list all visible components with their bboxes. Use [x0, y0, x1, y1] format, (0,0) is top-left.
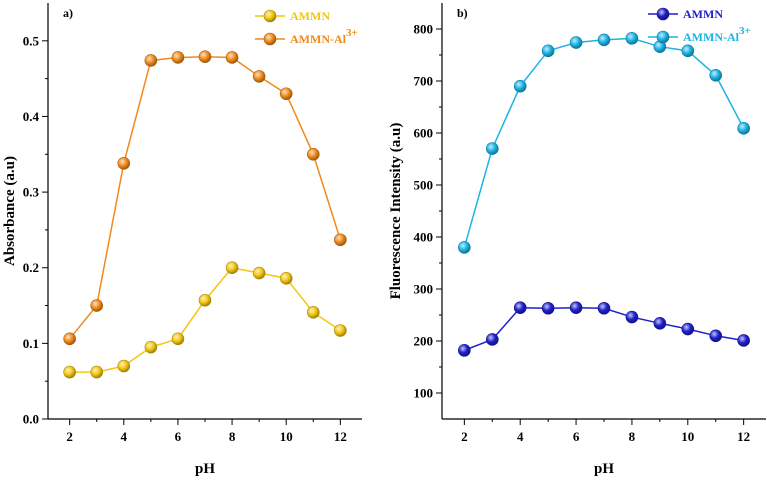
panel-a-legend-entry: AMMN-Al3+: [255, 27, 358, 46]
panel-b-series-ammn-point: [513, 301, 527, 315]
panel-b-x-tick-label: 2: [461, 429, 468, 444]
panel-b-x-tick-label: 6: [573, 429, 580, 444]
panel-b-series-ammn-point: [653, 317, 667, 330]
panel-a-series-ammn-point: [334, 324, 347, 337]
panel-b-x-tick-label: 12: [737, 429, 750, 444]
panel-b-series-ammn-al3-point: [709, 68, 723, 82]
panel-a-x-tick-label: 4: [121, 429, 128, 444]
panel-a-y-tick-label: 0.2: [23, 260, 39, 275]
panel-b-y-tick-label: 800: [414, 22, 434, 37]
panel-a-series-ammn-line: [69, 266, 341, 373]
panel-b-y-tick-label: 600: [414, 126, 434, 141]
panel-b-series-ammn-al3-line: [463, 37, 745, 248]
panel-a-series-ammn-al3-point: [144, 54, 158, 67]
panel-b-series-ammn-point: [597, 301, 611, 315]
panel-b-series-ammn-al3-point: [541, 44, 555, 58]
panel-b-x-tick-label: 4: [517, 429, 524, 444]
panel-a-series-ammn-point: [252, 266, 266, 280]
panel-b-legend-entry: AMMN: [648, 7, 723, 21]
panel-a-x-tick-label: 6: [175, 429, 182, 444]
panel-a-label: a): [63, 6, 73, 20]
panel-b-series-ammn-al3-point: [458, 241, 471, 254]
panel-b-series-ammn-point: [681, 322, 695, 336]
panel-b-series-ammn-point: [709, 329, 723, 343]
panel-b-legend-marker: [656, 30, 670, 44]
panel-b-y-tick-label: 500: [414, 178, 434, 193]
panel-b-y-tick-label: 100: [414, 386, 434, 401]
panel-a-legend-label: AMMN: [290, 9, 330, 23]
panel-a-series-ammn-al3-point: [90, 299, 104, 312]
panel-b-legend-label-superscript: 3+: [739, 25, 751, 37]
panel-b-legend-label: AMMN: [683, 7, 723, 21]
panel-a-series-ammn-al3-point: [279, 87, 293, 101]
panel-a-x-tick-label: 10: [280, 429, 293, 444]
panel-a-series-ammn-point: [171, 332, 185, 346]
panel-a-y-tick-label: 0.1: [23, 336, 39, 351]
panel-a: 2 4 6 8 10 12 0.0 0.1 0.2 0.3 0.4 0.5 pH Absorbance (…: [2, 3, 362, 477]
panel-b-series-ammn-al3-point: [485, 142, 499, 155]
panel-a-series-ammn-point: [90, 365, 104, 379]
panel-b-label: b): [457, 6, 468, 20]
panel-a-legend-label-text: AMMN: [290, 9, 330, 23]
panel-a-y-tick-label: 0.3: [23, 185, 40, 200]
panel-b-series-ammn-point: [737, 334, 750, 347]
panel-b-y-tick-label: 200: [414, 334, 434, 349]
panel-b-series-ammn-point: [458, 344, 471, 357]
panel-b-legend-label-text: AMMN-Al: [683, 30, 740, 44]
panel-a-series-ammn-al3-point: [252, 70, 266, 83]
panel-a-legend-entry: AMMN: [255, 9, 330, 23]
panel-a-series-ammn-al3-point: [334, 233, 347, 247]
panel-a-y-tick-label: 0.4: [23, 109, 40, 124]
panel-b-y-tick-label: 700: [414, 74, 434, 89]
panel-b-legend-marker: [656, 7, 670, 21]
panel-a-series-ammn-al3-point: [63, 332, 76, 346]
panel-b-series-ammn-al3-point: [625, 32, 639, 45]
panel-a-series-ammn-point: [225, 261, 239, 275]
panel-b-x-axis-title: pH: [594, 461, 614, 477]
panel-b-series-ammn-point: [541, 301, 555, 315]
panel-a-series-ammn-point: [117, 359, 131, 373]
panel-a-series-ammn-al3-point: [117, 157, 131, 170]
panel-a-x-tick-label: 8: [229, 429, 236, 444]
panel-b: 2 4 6 8 10 12 100 200 300 400 500 600 700 800 pH Fluore…: [388, 3, 766, 477]
panel-a-y-tick-label: 0.0: [23, 412, 39, 427]
panel-b-x-tick-label: 8: [629, 429, 636, 444]
panel-a-series-ammn-point: [306, 306, 320, 319]
panel-b-series-ammn-al3-point: [597, 33, 611, 47]
panel-a-y-axis-title: Absorbance (a.u): [2, 156, 18, 266]
panel-a-series-ammn-point: [144, 340, 158, 354]
panel-b-series-ammn-al3-point: [569, 36, 583, 49]
panel-b-series-ammn-point: [569, 301, 583, 315]
panel-a-x-tick-label: 12: [334, 429, 347, 444]
panel-a-legend-label-text: AMMN-Al: [290, 32, 347, 46]
panel-b-y-axis-title: Fluorescence Intensity (a.u): [388, 123, 404, 300]
panel-a-series-ammn-point: [279, 272, 293, 285]
panel-a-legend-marker: [263, 32, 277, 46]
panel-a-x-axis-title: pH: [195, 461, 215, 477]
panel-a-series-ammn-al3-point: [306, 147, 320, 161]
panel-b-series-ammn-point: [625, 310, 639, 324]
panel-a-series-ammn-point: [63, 365, 76, 379]
panel-a-series-ammn-point: [198, 293, 212, 307]
panel-b-legend-entry: AMMN-Al3+: [648, 25, 751, 44]
panel-b-x-tick-label: 10: [681, 429, 694, 444]
panel-b-legend-label: AMMN-Al3+: [683, 25, 751, 44]
panel-b-y-tick-label: 300: [414, 282, 434, 297]
panel-a-legend-label-superscript: 3+: [346, 27, 358, 39]
panel-a-x-tick-label: 2: [66, 429, 73, 444]
panel-b-series-ammn-point: [485, 333, 499, 346]
panel-a-y-tick-label: 0.5: [23, 33, 40, 48]
panel-b-legend-label-text: AMMN: [683, 7, 723, 21]
panel-a-series-ammn-al3-point: [171, 51, 185, 64]
panel-a-series-ammn-al3-point: [198, 50, 212, 64]
panel-a-series-ammn-al3-point: [225, 51, 239, 64]
panel-b-series-ammn-al3-point: [513, 79, 527, 93]
panel-a-legend-marker: [263, 9, 277, 23]
panel-b-series-ammn-al3-point: [737, 122, 750, 135]
panel-a-legend-label: AMMN-Al3+: [290, 27, 358, 46]
panel-b-y-tick-label: 400: [414, 230, 434, 245]
panel-b-series-ammn-al3-point: [681, 44, 695, 58]
